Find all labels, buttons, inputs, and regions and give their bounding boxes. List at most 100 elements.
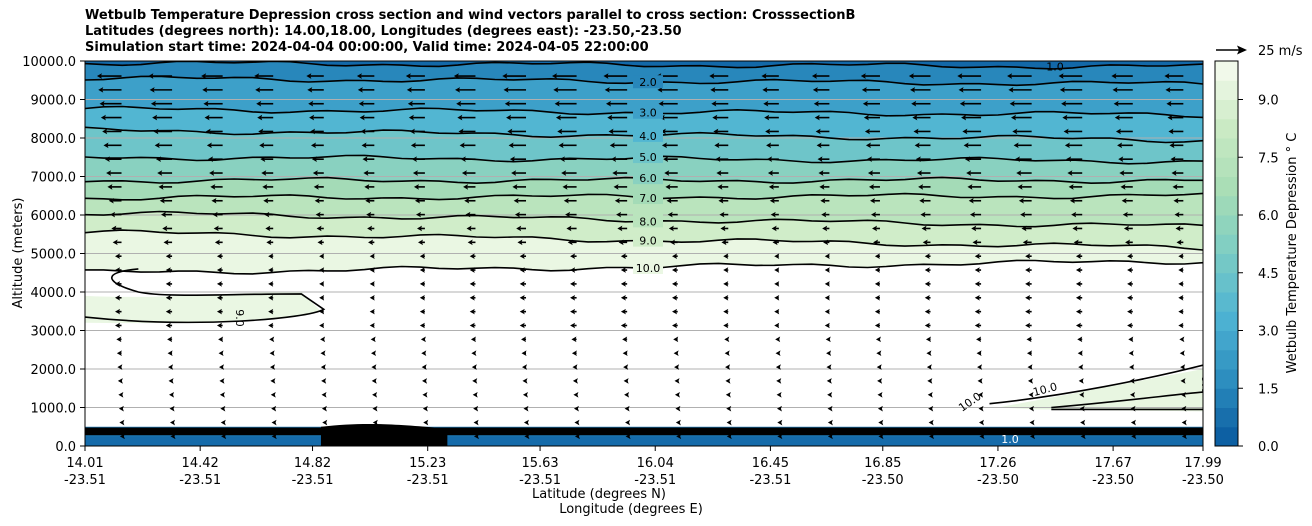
y-axis-label: Altitude (meters) <box>11 198 26 309</box>
colorbar-band <box>1215 426 1238 447</box>
wind-vector-head <box>724 350 730 357</box>
wind-vector-head <box>623 378 629 384</box>
wind-vector-head <box>463 184 469 190</box>
wind-vector-head <box>967 184 973 190</box>
wind-vector-head <box>453 73 459 79</box>
wind-vector-head <box>723 253 729 259</box>
wind-vector-head <box>1113 100 1119 107</box>
wind-vector-head <box>519 267 525 273</box>
wind-vector-head <box>1166 100 1172 107</box>
wind-vector-head <box>310 128 316 135</box>
wind-vector-head <box>409 128 415 135</box>
wind-vector-head <box>974 308 980 315</box>
wind-vector-head <box>268 308 274 315</box>
wind-vector-head <box>725 364 731 370</box>
wind-vector-head <box>718 197 724 204</box>
x-tick-label-lon: -23.51 <box>519 473 561 488</box>
wind-vector-head <box>622 350 628 357</box>
wind-vector-head <box>110 211 116 218</box>
wind-vector-head <box>667 211 673 218</box>
wind-vector-head <box>153 128 159 135</box>
wind-vector-head <box>1028 391 1034 398</box>
wind-vector-head <box>916 170 922 176</box>
wind-vector-head <box>624 405 630 412</box>
wind-vector-head <box>209 170 215 176</box>
wind-vector-head <box>419 267 425 273</box>
wind-vector-head <box>924 322 930 329</box>
wind-vector-head <box>972 239 978 246</box>
wind-vector-head <box>1169 142 1175 149</box>
wind-vector-head <box>1075 253 1081 259</box>
contour-labels: 1.02.03.04.05.06.07.08.09.010.09.010.010… <box>233 61 1203 446</box>
wind-vector-head <box>924 294 930 301</box>
contour-label-7.0: 7.0 <box>639 192 657 205</box>
wind-vector-head <box>512 184 518 190</box>
wind-vector-head <box>608 128 614 135</box>
wind-vector-head <box>1130 419 1136 426</box>
wind-vector-head <box>418 239 424 246</box>
wind-vector-head <box>926 350 932 357</box>
wind-vector-head <box>769 197 775 204</box>
wind-vector-head <box>1078 364 1084 370</box>
wind-vector-head <box>504 100 510 107</box>
wind-vector-head <box>320 336 326 343</box>
wind-vector-head <box>256 100 262 107</box>
fill-band-9.0 <box>85 211 1203 250</box>
wind-vector-head <box>414 197 420 204</box>
wind-vector-head <box>422 391 428 398</box>
wind-vector-head <box>506 114 512 121</box>
wind-vector-head <box>617 225 623 232</box>
wind-vector-head <box>570 294 576 301</box>
x-tick-label-lat: 16.45 <box>752 456 789 471</box>
wind-vector-head <box>457 114 463 121</box>
wind-vector-head <box>1128 350 1134 357</box>
wind-vector-head <box>119 433 125 440</box>
wind-vector-head <box>523 405 529 412</box>
wind-vector-head <box>1025 253 1031 259</box>
wind-vector-head <box>915 156 921 162</box>
wind-vector-head <box>1175 225 1181 232</box>
wind-vector-head <box>1181 405 1187 412</box>
fill-band-3.0 <box>85 76 1203 118</box>
wind-vector-head <box>461 170 467 176</box>
wind-vector-head <box>112 239 118 246</box>
wind-vector-head <box>958 87 964 93</box>
wind-vector-head <box>1025 308 1031 315</box>
wind-vector-head <box>1127 253 1133 259</box>
wind-vector-head <box>974 267 980 273</box>
wind-vector-head <box>1129 378 1135 384</box>
wind-vector-head <box>876 350 882 357</box>
wind-vector-head <box>415 211 421 218</box>
wind-vector-head <box>725 378 731 384</box>
wind-vector-head <box>456 100 462 107</box>
wind-vector-head <box>363 170 369 176</box>
wind-vector-head <box>1181 433 1187 440</box>
wind-vector-head <box>369 322 375 329</box>
wind-vector-head <box>469 308 475 315</box>
moist-pocket-left <box>85 292 321 324</box>
colorbar-tick-label: 3.0 <box>1258 325 1279 340</box>
colorbar-band <box>1215 311 1238 331</box>
wind-vector-head <box>574 433 580 440</box>
quiver-key-arrow-head <box>1237 45 1247 55</box>
wind-vector-head <box>473 405 479 412</box>
wind-vector-head <box>310 142 316 149</box>
colorbar-band <box>1215 388 1238 408</box>
wind-vector-head <box>165 281 171 287</box>
wind-vector-head <box>421 350 427 357</box>
wind-vector-head <box>974 253 980 259</box>
contour-label-bg <box>633 128 663 142</box>
wind-vector-head <box>419 308 425 315</box>
wind-vector-head <box>165 322 171 329</box>
wind-vector-head <box>563 197 569 204</box>
wind-vector-head <box>874 294 880 301</box>
wind-vector-head <box>417 225 423 232</box>
colorbar-label: Wetbulb Temperature Depression ° C <box>1285 133 1300 374</box>
wind-vector-head <box>1021 225 1027 232</box>
wind-vector-head <box>467 239 473 246</box>
wind-vector-head <box>669 239 675 246</box>
wind-vector-head <box>271 433 277 440</box>
wind-vector-head <box>770 211 776 218</box>
wind-vector-head <box>663 156 669 162</box>
wind-vector-head <box>827 433 833 440</box>
